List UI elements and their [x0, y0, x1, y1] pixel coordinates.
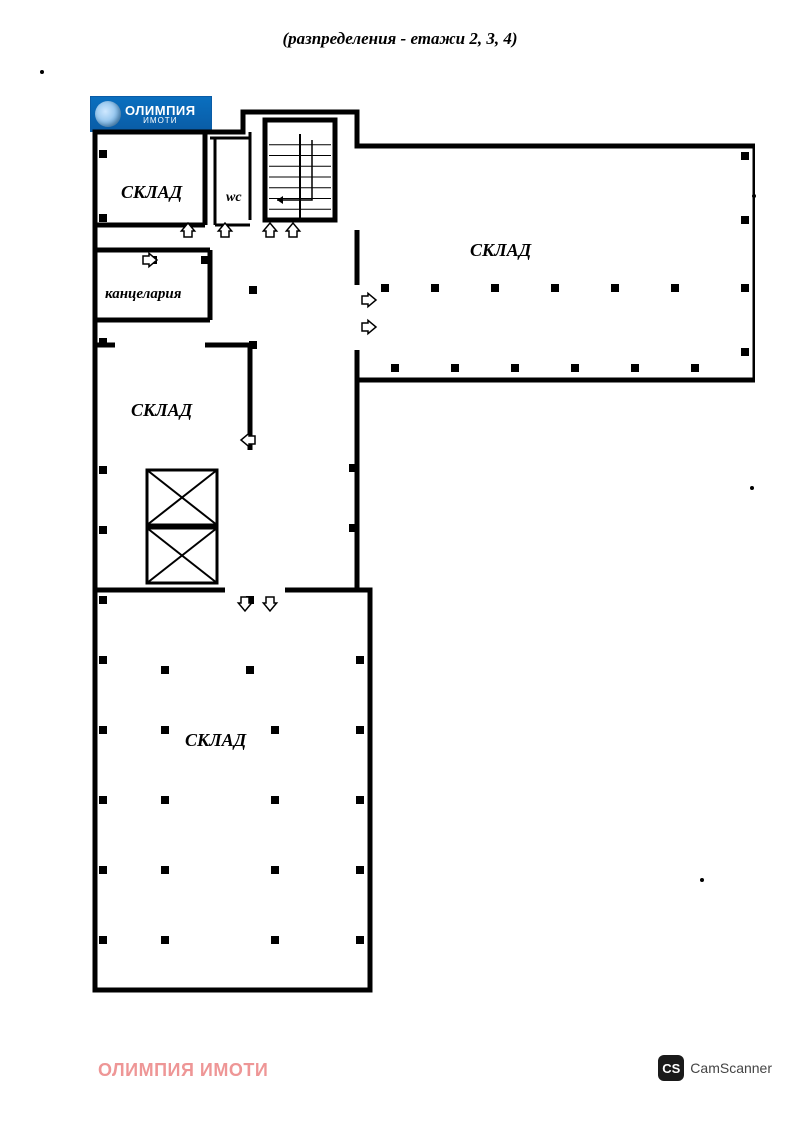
- page-title: (разпределения - етажи 2, 3, 4): [0, 29, 800, 49]
- room-label: СКЛАД: [185, 730, 246, 751]
- cs-text: CamScanner: [690, 1060, 772, 1076]
- watermark-text: ОЛИМПИЯ ИМОТИ: [98, 1060, 268, 1081]
- cs-icon: CS: [658, 1055, 684, 1081]
- room-label: СКЛАД: [131, 400, 192, 421]
- room-label: канцелария: [105, 286, 181, 303]
- speck: [40, 70, 44, 74]
- speck: [750, 486, 754, 490]
- room-label: wc: [226, 190, 242, 206]
- floorplan: СКЛАД wc СКЛАД канцелария СКЛАД СКЛАД: [75, 90, 755, 1010]
- room-label: СКЛАД: [121, 182, 182, 203]
- camscanner-badge: CS CamScanner: [658, 1055, 772, 1081]
- speck: [700, 878, 704, 882]
- room-label: СКЛАД: [470, 240, 531, 261]
- speck: [752, 194, 756, 198]
- floorplan-svg: [75, 90, 755, 1010]
